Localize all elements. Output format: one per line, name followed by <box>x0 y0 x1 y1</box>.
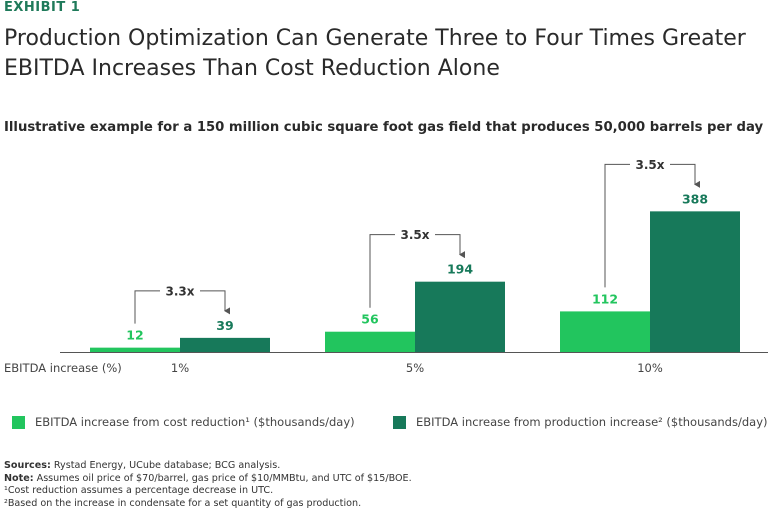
bar-cost-1 <box>90 347 180 352</box>
legend-label-production: EBITDA increase from production increase… <box>416 415 768 429</box>
legend-item-cost: EBITDA increase from cost reduction¹ ($t… <box>12 415 355 429</box>
data-label-cost-1: 12 <box>126 328 143 343</box>
multiplier-bracket-left-2 <box>369 234 395 308</box>
note-line: Note: Assumes oil price of $70/barrel, g… <box>4 473 764 486</box>
bar-chart: 12 39 3.3x 1% 56 194 3.5x 5% 112 388 3.5x 10% EBITDA… <box>4 158 768 375</box>
x-tick-label-2: 5% <box>406 361 424 375</box>
multiplier-bracket-left-1 <box>134 290 160 324</box>
multiplier-bracket-right-1 <box>200 290 230 315</box>
x-tick-label-1: 1% <box>171 361 189 375</box>
sources-label: Sources: <box>4 460 51 471</box>
legend-swatch-production <box>393 415 406 429</box>
legend-label-cost: EBITDA increase from cost reduction¹ ($t… <box>35 415 355 429</box>
chart-subtitle: Illustrative example for a 150 million c… <box>4 120 764 135</box>
bar-cost-2 <box>325 331 415 352</box>
data-label-cost-3: 112 <box>592 291 618 306</box>
legend: EBITDA increase from cost reduction¹ ($t… <box>0 415 768 435</box>
x-tick-label-3: 10% <box>637 361 663 375</box>
sources-text: Rystad Energy, UCube database; BCG analy… <box>53 460 281 471</box>
note-text: Assumes oil price of $70/barrel, gas pri… <box>36 472 412 484</box>
notes: Sources: Rystad Energy, UCube database; … <box>4 460 764 510</box>
footnote-1: ¹Cost reduction assumes a percentage dec… <box>4 485 274 497</box>
multiplier-label-2: 3.5x <box>401 228 430 242</box>
data-label-production-3: 388 <box>682 191 708 206</box>
multiplier-label-3: 3.5x <box>636 158 665 172</box>
bar-production-1 <box>180 337 270 352</box>
sources-line: Sources: Rystad Energy, UCube database; … <box>4 460 764 473</box>
x-axis-label: EBITDA increase (%) <box>4 361 122 375</box>
chart-title: Production Optimization Can Generate Thr… <box>4 26 746 81</box>
legend-item-production: EBITDA increase from production increase… <box>393 415 768 429</box>
note-label: Note: <box>4 472 34 484</box>
exhibit-label: EXHIBIT 1 <box>4 0 81 15</box>
bar-production-3 <box>650 211 740 352</box>
multiplier-bracket-right-2 <box>435 234 465 259</box>
data-label-production-1: 39 <box>216 318 233 333</box>
multiplier-bracket-left-3 <box>604 163 630 288</box>
multiplier-label-1: 3.3x <box>166 284 195 298</box>
legend-swatch-cost <box>12 415 25 429</box>
data-label-production-2: 194 <box>447 262 473 277</box>
bar-cost-3 <box>560 311 650 352</box>
footnote-2: ²Based on the increase in condensate for… <box>4 497 362 509</box>
data-label-cost-2: 56 <box>361 312 379 327</box>
multiplier-bracket-right-3 <box>670 163 700 188</box>
bar-production-2 <box>415 281 505 352</box>
